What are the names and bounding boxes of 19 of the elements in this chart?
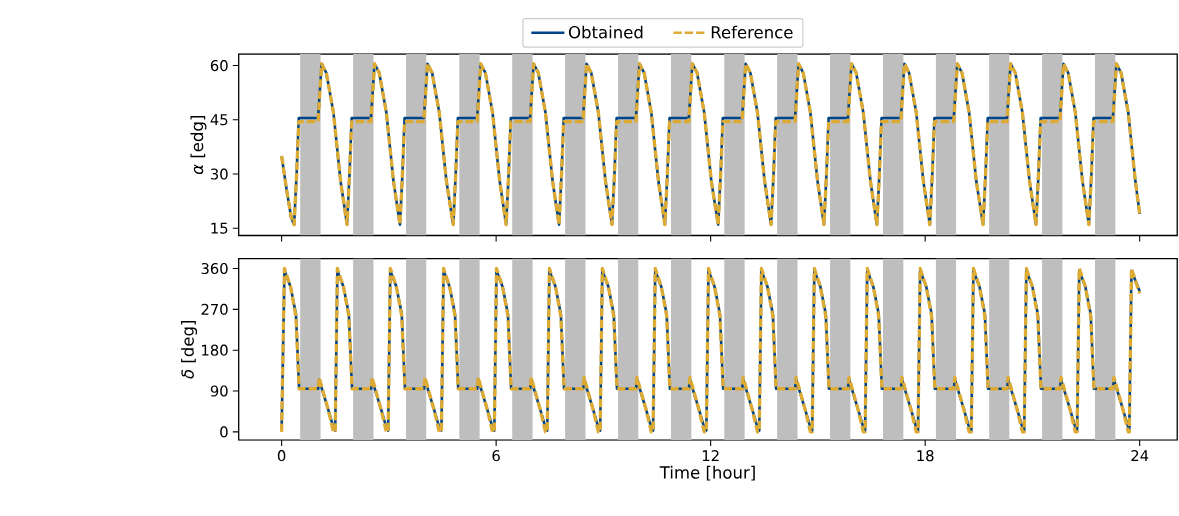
y-tick-label: 0 bbox=[220, 426, 228, 438]
y-tick-label: 270 bbox=[201, 303, 228, 315]
y-tick-label: 30 bbox=[210, 168, 228, 180]
x-tick-label: 12 bbox=[702, 450, 719, 461]
legend-label: Obtained bbox=[568, 25, 643, 39]
y-axis-title: δ [deg] bbox=[181, 320, 198, 379]
x-axis-title: Time [hour] bbox=[659, 465, 755, 481]
x-tick-label: 18 bbox=[917, 450, 934, 462]
legend-label: Reference bbox=[711, 25, 793, 39]
y-tick-label: 15 bbox=[211, 222, 228, 234]
x-tick-label: 24 bbox=[1131, 450, 1149, 461]
y-tick-label: 90 bbox=[210, 385, 228, 397]
y-tick-label: 45 bbox=[210, 114, 228, 126]
y-tick-label: 180 bbox=[202, 344, 228, 356]
y-axis-title: α [edg] bbox=[190, 115, 207, 175]
x-tick-label: 6 bbox=[492, 450, 500, 462]
y-tick-label: 360 bbox=[201, 262, 228, 274]
x-tick-label: 0 bbox=[277, 450, 286, 462]
y-tick-label: 60 bbox=[210, 59, 228, 72]
